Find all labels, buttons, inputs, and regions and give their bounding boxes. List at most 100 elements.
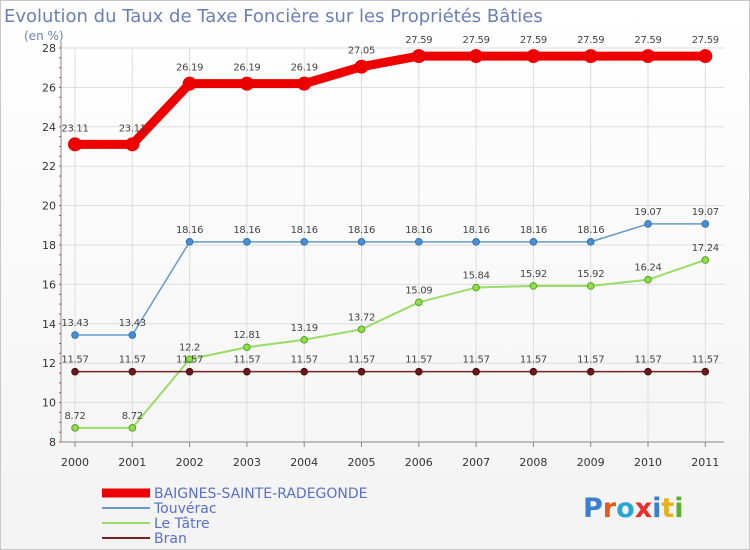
- data-point: [415, 238, 423, 246]
- y-tick-label: 24: [42, 121, 56, 134]
- legend-label: Bran: [154, 531, 187, 547]
- data-label: 13.72: [348, 312, 375, 323]
- legend-label: Le Tâtre: [154, 516, 210, 532]
- logo-letter: o: [616, 493, 635, 524]
- legend-item: Le Tâtre: [102, 516, 210, 532]
- data-label: 18.16: [233, 225, 260, 236]
- data-point: [182, 76, 197, 91]
- x-tick-label: 2007: [462, 456, 490, 469]
- data-label: 15.92: [520, 269, 547, 280]
- data-point: [354, 59, 369, 74]
- data-point: [701, 256, 710, 264]
- data-point: [586, 367, 595, 376]
- data-label: 26.19: [233, 63, 260, 74]
- series-3: 11.57 11.57 11.57 11.57 11.57 11.57 11.57 11.57…: [61, 355, 719, 376]
- series-0: 23.11 23.11 26.19 26.19 26.19 27.05 27.59 27.59…: [61, 35, 719, 152]
- y-tick-label: 16: [42, 278, 56, 291]
- data-label: 18.16: [348, 225, 375, 236]
- x-tick-label: 2002: [176, 456, 204, 469]
- data-label: 27.59: [405, 35, 432, 46]
- series-line: [70, 51, 710, 149]
- proxiti-logo: Proxiti: [583, 493, 684, 524]
- data-label: 11.57: [520, 355, 547, 366]
- legend-item: Bran: [102, 531, 187, 547]
- data-point: [701, 367, 710, 376]
- data-point: [529, 367, 538, 376]
- data-point: [357, 367, 366, 376]
- logo-letter: r: [603, 493, 617, 524]
- data-label: 15.92: [577, 269, 604, 280]
- data-label: 11.57: [291, 355, 318, 366]
- data-label: 8.72: [122, 411, 143, 422]
- data-label: 26.19: [176, 63, 203, 74]
- y-tick-label: 8: [49, 436, 56, 449]
- logo-text: Proxiti: [583, 493, 684, 524]
- data-point: [644, 367, 652, 376]
- x-tick-label: 2008: [519, 456, 547, 469]
- logo-letter: i: [652, 493, 661, 524]
- data-point: [526, 49, 541, 64]
- data-label: 13.43: [61, 318, 88, 329]
- y-tick-label: 26: [42, 81, 56, 94]
- data-point: [472, 283, 480, 292]
- x-tick-label: 2001: [118, 456, 146, 469]
- data-label: 27.59: [634, 35, 661, 46]
- data-point: [68, 137, 82, 152]
- data-point: [415, 367, 423, 376]
- y-tick-label: 20: [42, 200, 56, 213]
- data-point: [128, 331, 137, 339]
- data-label: 8.72: [64, 411, 85, 422]
- legend-label: BAIGNES-SAINTE-RADEGONDE: [154, 486, 368, 502]
- data-point: [185, 367, 194, 376]
- data-point: [641, 49, 655, 64]
- data-point: [586, 282, 595, 290]
- y-tick-label: 14: [42, 318, 56, 331]
- data-label: 15.84: [463, 271, 490, 282]
- data-label: 26.19: [291, 63, 318, 74]
- logo-letter: t: [661, 493, 674, 524]
- data-point: [239, 76, 254, 91]
- y-tick-label: 10: [42, 397, 56, 410]
- x-tick-label: 2009: [577, 456, 605, 469]
- data-point: [185, 355, 194, 364]
- y-axis-unit: (en %): [24, 29, 64, 43]
- series-line: [74, 223, 707, 336]
- data-point: [300, 367, 309, 376]
- data-point: [71, 331, 79, 339]
- data-point: [357, 325, 366, 334]
- data-label: 17.24: [692, 243, 719, 254]
- data-label: 11.57: [61, 355, 88, 366]
- data-point: [185, 238, 194, 246]
- x-tick-label: 2000: [61, 456, 89, 469]
- data-point: [415, 298, 423, 307]
- data-point: [469, 49, 484, 64]
- data-label: 11.57: [463, 355, 490, 366]
- x-tick-label: 2010: [634, 456, 662, 469]
- legend-item: BAIGNES-SAINTE-RADEGONDE: [102, 486, 368, 502]
- data-label: 27.59: [577, 35, 604, 46]
- legend-item: Touvérac: [102, 501, 217, 517]
- data-point: [243, 367, 251, 376]
- data-label: 27.05: [348, 46, 375, 57]
- data-label: 13.19: [291, 323, 318, 334]
- data-label: 18.16: [176, 225, 203, 236]
- series-2: 8.72 8.72 12.2 12.81 13.19 13.72 15.09 15.84 15.…: [64, 243, 719, 432]
- data-label: 11.57: [233, 355, 260, 366]
- data-label: 27.59: [520, 35, 547, 46]
- data-point: [529, 282, 538, 290]
- x-tick-label: 2003: [233, 456, 261, 469]
- data-point: [128, 367, 137, 376]
- data-point: [698, 49, 713, 64]
- x-tick-label: 2011: [691, 456, 719, 469]
- data-point: [125, 137, 140, 152]
- data-label: 18.16: [520, 225, 547, 236]
- data-label: 19.07: [692, 207, 719, 218]
- y-tick-label: 22: [42, 160, 56, 173]
- data-point: [529, 238, 538, 246]
- data-label: 11.57: [634, 355, 661, 366]
- y-tick-label: 12: [42, 357, 56, 370]
- data-point: [71, 424, 79, 432]
